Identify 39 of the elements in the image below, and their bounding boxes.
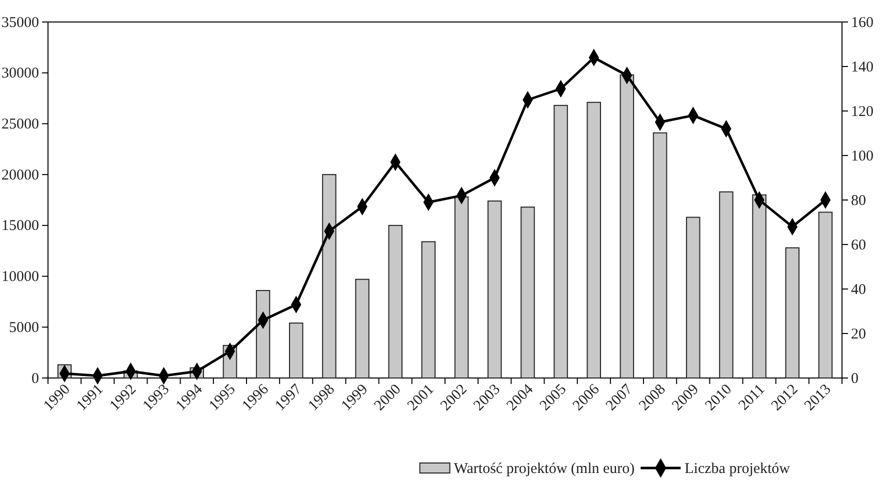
y2-tick-label: 80 [851, 192, 866, 209]
y-tick-label: 35000 [2, 14, 39, 31]
y-tick-label: 25000 [2, 116, 39, 133]
x-tick-label: 1991 [74, 382, 106, 414]
y2-tick-label: 40 [851, 282, 866, 298]
bar [289, 322, 304, 378]
bar [752, 194, 766, 378]
x-tick-label: 2011 [736, 382, 768, 414]
y-tick-label: 30000 [2, 66, 39, 82]
bar [719, 191, 734, 378]
y2-tick-label: 120 [851, 104, 874, 120]
y2-tick-label: 60 [851, 237, 866, 254]
bar [421, 241, 436, 378]
bar [686, 216, 700, 378]
y2-tick-label: 140 [851, 59, 874, 76]
bar [586, 102, 601, 378]
y2-tick-label: 0 [851, 370, 858, 387]
bar [322, 174, 336, 378]
y-tick-label: 15000 [2, 218, 39, 234]
y2-tick-label: 160 [851, 14, 874, 31]
bar [785, 247, 800, 378]
bar [388, 224, 402, 378]
y-tick-label: 20000 [2, 167, 39, 184]
y2-tick-label: 20 [851, 326, 866, 342]
y-tick-label: 5000 [9, 320, 39, 336]
legend-label: Wartość projektów (mln euro) [454, 461, 635, 477]
bar [520, 206, 535, 378]
bar [818, 212, 833, 378]
y2-tick-label: 100 [851, 148, 874, 164]
bar [652, 132, 668, 378]
bar [620, 74, 634, 378]
bar [554, 104, 568, 378]
legend-label: Liczba projektów [684, 461, 790, 477]
y-tick-label: 10000 [2, 269, 39, 286]
bar [488, 200, 502, 378]
bar [256, 290, 270, 378]
y-tick-label: 0 [32, 370, 39, 387]
bar [454, 196, 469, 378]
bar [355, 278, 370, 378]
